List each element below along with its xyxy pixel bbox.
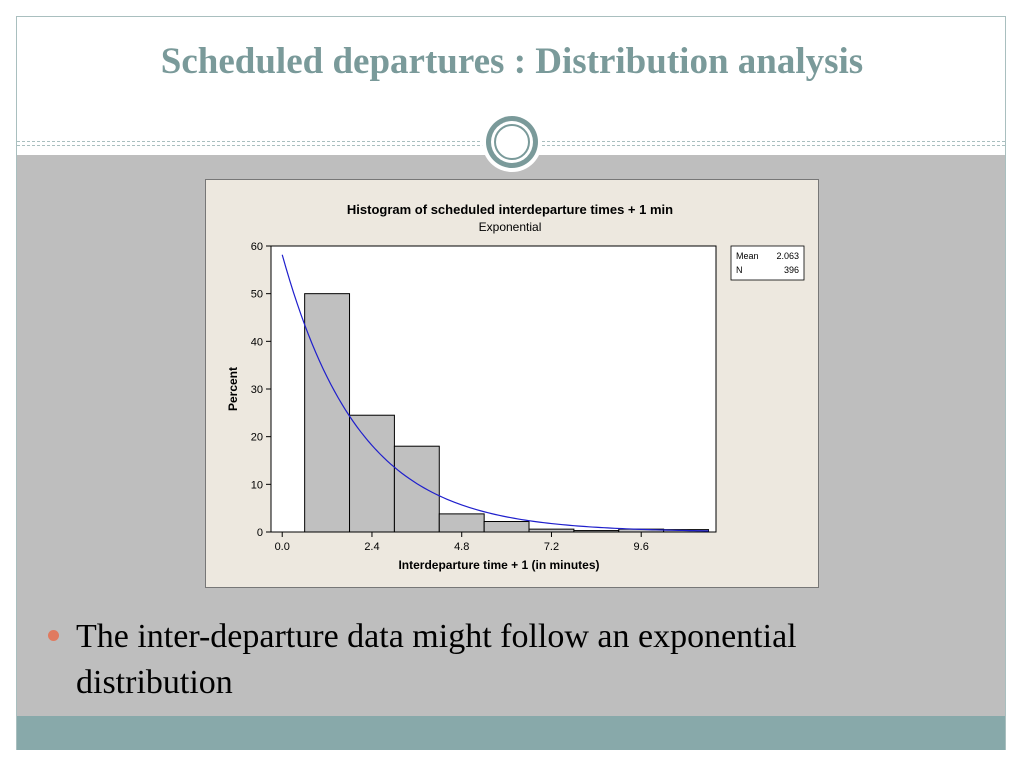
footer-band [17, 716, 1005, 750]
y-tick-label: 50 [251, 289, 263, 301]
legend-box: Mean 2.063 N 396 [730, 245, 805, 281]
x-tick-label: 2.4 [364, 541, 379, 553]
bullet-dot-icon [48, 630, 59, 641]
y-tick-label: 60 [251, 241, 263, 253]
histogram-bar [393, 445, 440, 533]
x-tick-label: 0.0 [275, 541, 290, 553]
chart-title: Histogram of scheduled interdeparture ti… [347, 202, 673, 217]
y-tick-label: 20 [251, 432, 263, 444]
histogram-bar [483, 521, 530, 533]
y-axis-label: Percent [226, 367, 240, 411]
histogram-bar [573, 530, 620, 533]
y-tick-label: 40 [251, 336, 263, 348]
x-tick-label: 4.8 [454, 541, 469, 553]
legend-mean-label: Mean [736, 251, 759, 261]
legend-n-label: N [736, 265, 743, 275]
legend-mean-value: 2.063 [776, 251, 799, 261]
slide-title: Scheduled departures : Distribution anal… [160, 41, 864, 82]
histogram-chart: Histogram of scheduled interdeparture ti… [226, 202, 805, 572]
y-tick-label: 10 [251, 479, 263, 491]
x-axis-label: Interdeparture time + 1 (in minutes) [398, 558, 599, 572]
histogram-bar [438, 513, 485, 533]
y-tick-label: 30 [251, 384, 263, 396]
histogram-bar [304, 293, 351, 533]
legend-n-value: 396 [784, 265, 799, 275]
y-axis: 0 10 20 30 40 50 60 [251, 241, 271, 539]
histogram-bar [528, 528, 575, 533]
x-tick-label: 7.2 [544, 541, 559, 553]
chart-panel: Histogram of scheduled interdeparture ti… [205, 179, 819, 588]
chart-subtitle: Exponential [479, 220, 542, 234]
histogram-bar [349, 414, 395, 533]
bars-group [304, 293, 710, 533]
exponential-fit-curve [281, 254, 709, 532]
x-axis: 0.0 2.4 4.8 7.2 9.6 [275, 532, 649, 553]
x-tick-label: 9.6 [634, 541, 649, 553]
decorative-ring-core [494, 124, 530, 160]
y-tick-label: 0 [257, 527, 263, 539]
bullet-text: The inter-departure data might follow an… [76, 618, 797, 701]
